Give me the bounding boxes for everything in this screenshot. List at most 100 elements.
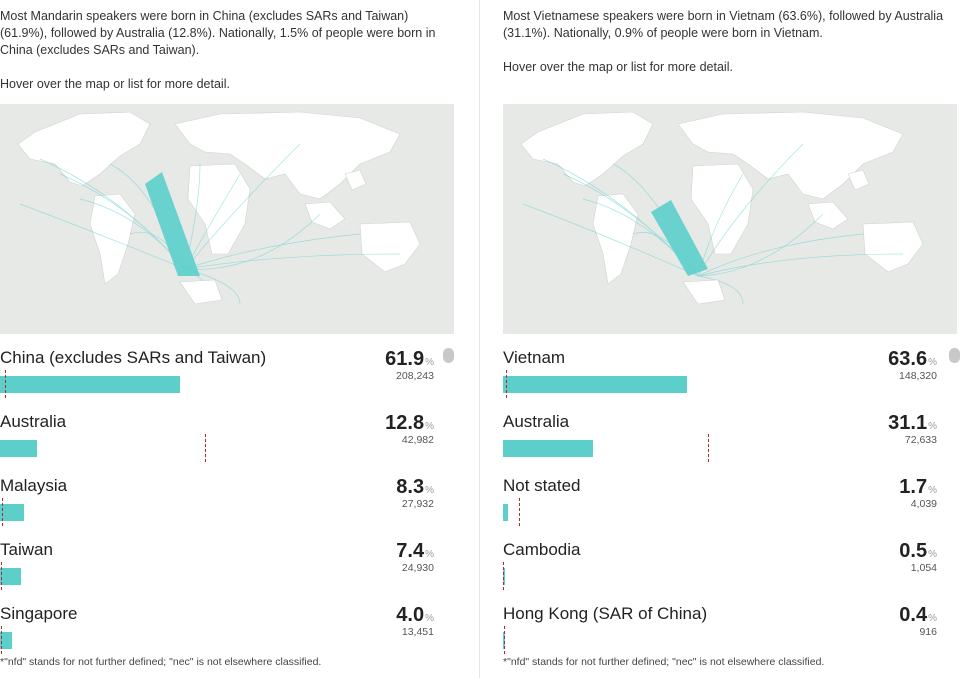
national-reference-line	[503, 562, 505, 590]
primary-flow-band	[145, 172, 200, 276]
world-map-svg	[17, 111, 421, 305]
share-bar	[0, 632, 12, 649]
row-percent: 8.3%	[396, 476, 434, 499]
list-row[interactable]: Australia 12.8% 42,982	[0, 408, 456, 472]
row-label: Cambodia	[503, 540, 581, 559]
row-percent: 4.0%	[396, 604, 434, 627]
row-percent: 61.9%	[385, 348, 434, 371]
row-label: Hong Kong (SAR of China)	[503, 604, 708, 623]
panel-description: Most Mandarin speakers were born in Chin…	[0, 9, 436, 57]
percent-value: 0.5	[899, 540, 928, 562]
list-row[interactable]: Not stated 1.7% 4,039	[503, 472, 959, 536]
row-count: 208,243	[396, 370, 434, 382]
footnote: *"nfd" stands for not further defined; "…	[0, 656, 322, 668]
birthplace-list[interactable]: China (excludes SARs and Taiwan) 61.9% 2…	[0, 344, 456, 664]
vietnamese-panel: Most Vietnamese speakers were born in Vi…	[503, 0, 960, 678]
world-map-svg	[520, 111, 924, 305]
row-count: 148,320	[899, 370, 937, 382]
share-bar	[0, 440, 38, 457]
percent-unit: %	[928, 613, 937, 624]
national-reference-line	[0, 562, 2, 590]
percent-value: 8.3	[396, 476, 425, 498]
birthplace-flow-map[interactable]	[0, 104, 454, 334]
row-percent: 1.7%	[899, 476, 937, 499]
row-label: China (excludes SARs and Taiwan)	[0, 348, 267, 367]
footnote: *"nfd" stands for not further defined; "…	[503, 656, 825, 668]
row-count: 916	[919, 626, 937, 638]
row-count: 24,930	[401, 562, 434, 574]
row-count: 72,633	[904, 434, 937, 446]
panel-divider	[479, 0, 480, 678]
national-reference-line	[707, 434, 709, 462]
percent-unit: %	[425, 357, 434, 368]
share-bar	[503, 376, 688, 393]
percent-value: 61.9	[385, 348, 425, 370]
list-row[interactable]: Singapore 4.0% 13,451	[0, 600, 456, 664]
row-label: Malaysia	[0, 476, 68, 495]
percent-value: 7.4	[396, 540, 425, 562]
australia-shape	[179, 279, 223, 305]
row-percent: 7.4%	[396, 540, 434, 563]
percent-value: 0.4	[899, 604, 928, 626]
birthplace-list[interactable]: Vietnam 63.6% 148,320 Australia 31.1% 72…	[503, 344, 959, 664]
percent-unit: %	[425, 549, 434, 560]
percent-value: 63.6	[888, 348, 928, 370]
list-row[interactable]: China (excludes SARs and Taiwan) 61.9% 2…	[0, 344, 456, 408]
row-label: Taiwan	[0, 540, 53, 559]
row-percent: 63.6%	[888, 348, 937, 371]
hover-instruction: Hover over the map or list for more deta…	[0, 77, 230, 91]
row-label: Australia	[503, 412, 570, 431]
list-row[interactable]: Malaysia 8.3% 27,932	[0, 472, 456, 536]
hover-instruction: Hover over the map or list for more deta…	[503, 60, 733, 74]
panel-description: Most Vietnamese speakers were born in Vi…	[503, 9, 944, 40]
row-label: Australia	[0, 412, 67, 431]
national-reference-line	[518, 498, 520, 526]
national-reference-line	[0, 626, 2, 654]
row-percent: 12.8%	[385, 412, 434, 435]
percent-unit: %	[928, 421, 937, 432]
row-label: Not stated	[503, 476, 581, 495]
list-scrollbar[interactable]	[949, 348, 960, 363]
list-row[interactable]: Australia 31.1% 72,633	[503, 408, 959, 472]
row-percent: 0.5%	[899, 540, 937, 563]
row-label: Singapore	[0, 604, 78, 623]
list-scrollbar[interactable]	[443, 348, 454, 363]
australia-shape	[682, 279, 726, 305]
row-count: 27,932	[401, 498, 434, 510]
percent-unit: %	[425, 421, 434, 432]
national-reference-line	[204, 434, 206, 462]
national-reference-line	[505, 370, 507, 398]
row-count: 42,982	[401, 434, 434, 446]
percent-unit: %	[425, 485, 434, 496]
row-percent: 31.1%	[888, 412, 937, 435]
row-count: 13,451	[401, 626, 434, 638]
percent-value: 4.0	[396, 604, 425, 626]
row-count: 4,039	[910, 498, 937, 510]
share-bar	[0, 504, 25, 521]
continents	[520, 111, 924, 285]
continents	[17, 111, 421, 285]
share-bar	[0, 568, 22, 585]
mandarin-panel: Most Mandarin speakers were born in Chin…	[0, 0, 456, 678]
list-row[interactable]: Cambodia 0.5% 1,054	[503, 536, 959, 600]
birthplace-flow-map[interactable]	[503, 104, 957, 334]
share-bar	[503, 440, 594, 457]
percent-unit: %	[928, 357, 937, 368]
national-reference-line	[1, 498, 3, 526]
national-reference-line	[4, 370, 6, 398]
share-bar	[0, 376, 180, 393]
percent-value: 31.1	[888, 412, 928, 434]
list-row[interactable]: Hong Kong (SAR of China) 0.4% 916	[503, 600, 959, 664]
percent-unit: %	[928, 549, 937, 560]
list-row[interactable]: Taiwan 7.4% 24,930	[0, 536, 456, 600]
percent-unit: %	[928, 485, 937, 496]
percent-unit: %	[425, 613, 434, 624]
list-row[interactable]: Vietnam 63.6% 148,320	[503, 344, 959, 408]
row-label: Vietnam	[503, 348, 566, 367]
national-reference-line	[504, 626, 506, 654]
share-bar	[503, 632, 505, 649]
percent-value: 1.7	[899, 476, 928, 498]
row-count: 1,054	[910, 562, 937, 574]
primary-flow-band	[651, 200, 708, 276]
row-percent: 0.4%	[899, 604, 937, 627]
